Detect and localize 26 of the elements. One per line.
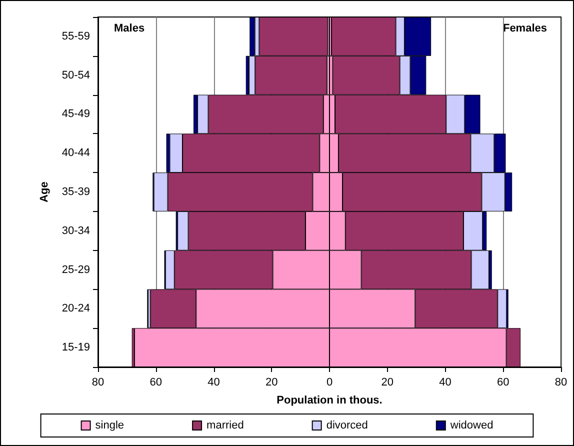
x-axis-title: Population in thous. (276, 394, 382, 406)
x-tick-label: 40 (208, 376, 220, 388)
x-tick-label: 0 (326, 376, 333, 388)
legend-label: divorced (326, 420, 368, 432)
y-tick-label: 15-19 (62, 342, 90, 354)
x-tick-label: 20 (381, 376, 394, 388)
y-tick-label: 30-34 (62, 224, 90, 237)
x-tick-label: 40 (439, 376, 452, 388)
x-tick-label: 20 (266, 376, 278, 388)
y-tick-label: 55-59 (62, 30, 90, 42)
legend-label: single (95, 420, 124, 432)
y-axis-title: Age (38, 182, 50, 202)
y-tick-label: 20-24 (62, 302, 90, 315)
annotation: Males (114, 22, 145, 34)
x-tick-label: 80 (554, 376, 568, 388)
x-tick-label: 80 (92, 376, 104, 388)
y-tick-label: 50-54 (62, 69, 90, 82)
annotation: Females (502, 22, 548, 34)
y-tick-label: 25-29 (62, 264, 90, 276)
legend-label: married (206, 420, 244, 432)
legend-label: widowed (449, 420, 494, 432)
y-tick-label: 35-39 (62, 186, 90, 198)
x-tick-label: 60 (497, 376, 510, 388)
x-tick-label: 60 (150, 376, 162, 388)
y-tick-label: 45-49 (62, 108, 90, 120)
y-tick-label: 40-44 (62, 147, 90, 160)
